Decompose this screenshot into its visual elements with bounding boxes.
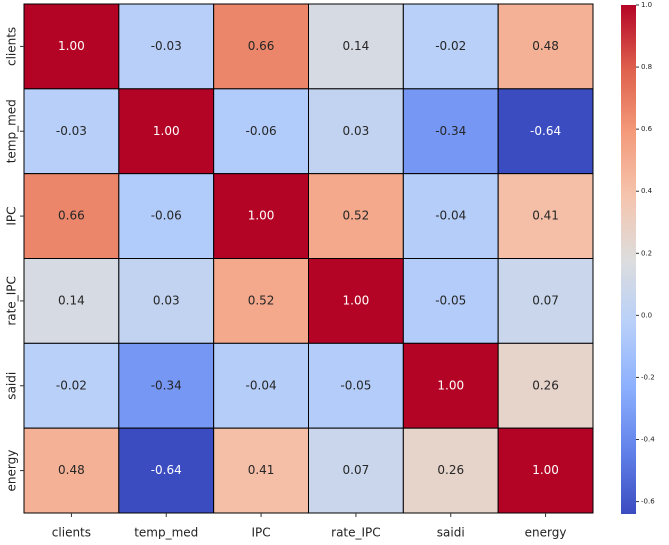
cell-label: 1.00 <box>153 124 180 138</box>
cell-label: 0.48 <box>58 463 85 477</box>
cell-label: -0.05 <box>340 378 371 392</box>
x-tick-label: clients <box>52 526 91 540</box>
heatmap-cell <box>402 3 499 90</box>
colorbar-tick-label: 0.8 <box>641 63 652 71</box>
cell-label: -0.02 <box>56 378 87 392</box>
colorbar-tick-label: -0.4 <box>641 436 655 444</box>
cell-label: 0.26 <box>437 463 464 477</box>
cell-label: -0.06 <box>246 124 277 138</box>
y-tick-label: rate_IPC <box>5 276 19 326</box>
cell-label: -0.04 <box>435 209 466 223</box>
heatmap-cell <box>23 342 120 429</box>
heatmap-cell <box>497 342 594 429</box>
colorbar-tick-label: 0.0 <box>641 311 652 319</box>
heatmap-cell <box>23 427 120 514</box>
cell-label: 1.00 <box>58 39 85 53</box>
cell-label: -0.05 <box>435 293 466 307</box>
colorbar-tick-label: -0.6 <box>641 498 655 506</box>
heatmap-cell <box>23 173 120 260</box>
cell-label: -0.34 <box>435 124 466 138</box>
heatmap-cell <box>118 173 215 260</box>
heatmap-cell <box>402 427 499 514</box>
cell-label: 1.00 <box>532 463 559 477</box>
heatmap-cell <box>213 173 310 260</box>
heatmap-cell <box>402 342 499 429</box>
colorbar-tick-label: -0.2 <box>641 373 655 381</box>
cell-label: 0.66 <box>248 39 275 53</box>
heatmap-cell <box>497 3 594 90</box>
y-tick-label: IPC <box>5 207 19 226</box>
cell-label: 0.66 <box>58 209 85 223</box>
y-tick-label: energy <box>5 450 19 492</box>
x-tick-label: temp_med <box>134 526 198 540</box>
cell-label: 0.03 <box>343 124 370 138</box>
heatmap-cell <box>23 258 120 344</box>
cell-label: 0.52 <box>248 293 275 307</box>
heatmap-cell <box>308 342 404 429</box>
cell-label: -0.03 <box>151 39 182 53</box>
heatmap-cell <box>497 427 594 514</box>
colorbar-tick-label: 1.0 <box>641 1 652 9</box>
colorbar-tick-label: 0.2 <box>641 249 652 257</box>
cell-label: 0.52 <box>343 209 370 223</box>
cell-label: 1.00 <box>343 293 370 307</box>
cell-label: -0.64 <box>151 463 182 477</box>
cell-label: 0.26 <box>532 378 559 392</box>
cell-label: 0.07 <box>343 463 370 477</box>
heatmap-cell <box>213 342 310 429</box>
x-tick-label: rate_IPC <box>331 526 381 540</box>
heatmap-cell <box>23 3 120 90</box>
colorbar-tick-label: 0.4 <box>641 187 653 195</box>
cell-label: 0.41 <box>532 209 559 223</box>
heatmap-cell <box>118 88 215 175</box>
colorbar-tick-label: 0.6 <box>641 125 653 133</box>
cell-label: -0.06 <box>151 209 182 223</box>
cell-label: 1.00 <box>248 209 275 223</box>
cell-label: -0.04 <box>246 378 277 392</box>
y-tick-label: clients <box>5 27 19 66</box>
x-tick-label: saidi <box>437 526 465 540</box>
x-tick-label: energy <box>525 526 567 540</box>
heatmap-cell <box>213 3 310 90</box>
cell-label: 0.07 <box>532 293 559 307</box>
cell-label: -0.34 <box>151 378 182 392</box>
x-tick-label: IPC <box>252 526 271 540</box>
y-tick-label: saidi <box>5 372 19 400</box>
heatmap-cell <box>497 88 594 175</box>
heatmap-cell <box>308 88 404 175</box>
cell-label: -0.64 <box>530 124 561 138</box>
cell-label: 0.14 <box>343 39 370 53</box>
cell-label: 0.03 <box>153 293 180 307</box>
cell-label: -0.03 <box>56 124 87 138</box>
colorbar <box>621 5 636 514</box>
cell-label: 0.41 <box>248 463 275 477</box>
y-tick-label: temp_med <box>5 99 19 163</box>
heatmap-cell <box>118 3 215 90</box>
heatmap-cell <box>308 258 404 344</box>
cell-label: -0.02 <box>435 39 466 53</box>
heatmap-cell <box>402 258 499 344</box>
heatmap-cell <box>402 173 499 260</box>
heatmap-cell <box>213 258 310 344</box>
cell-label: 1.00 <box>437 378 464 392</box>
heatmap-cell <box>308 3 404 90</box>
cell-label: 0.14 <box>58 293 85 307</box>
heatmap-cell <box>497 173 594 260</box>
heatmap-cell <box>497 258 594 344</box>
heatmap-cell <box>308 173 404 260</box>
cell-label: 0.48 <box>532 39 559 53</box>
heatmap-cell <box>118 258 215 344</box>
